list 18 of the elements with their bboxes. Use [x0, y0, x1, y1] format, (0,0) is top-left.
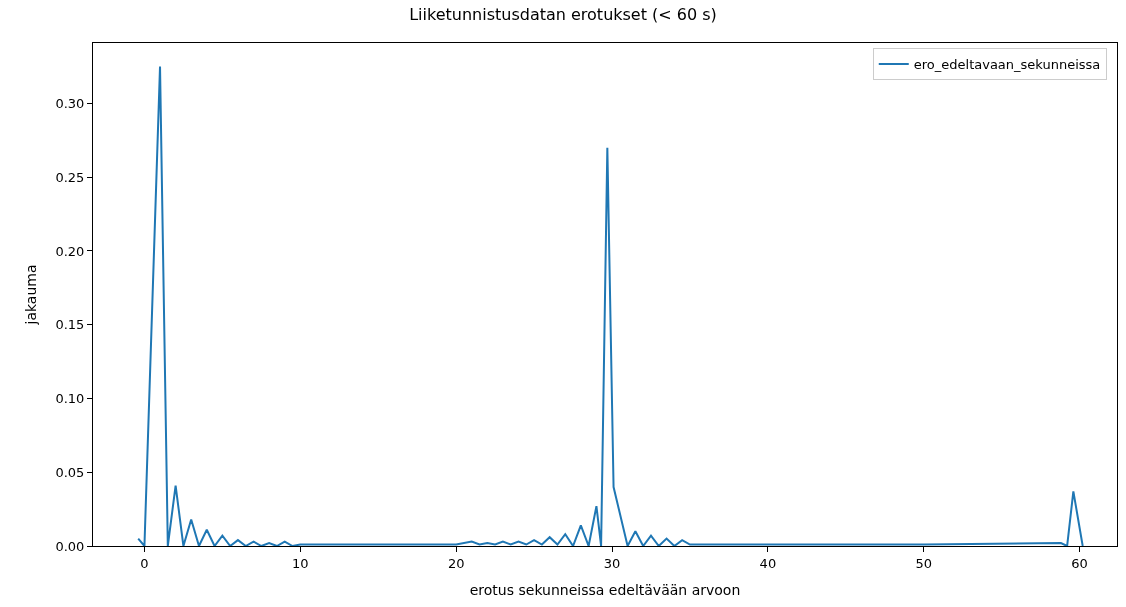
x-tick-label: 40 — [759, 555, 777, 571]
x-axis-title: erotus sekunneissa edeltävään arvoon — [469, 581, 741, 598]
y-tick-label: 0.25 — [55, 169, 85, 185]
x-tick-label: 50 — [915, 555, 932, 571]
y-tick-label: 0.15 — [55, 317, 85, 333]
y-tick-label: 0.20 — [55, 243, 85, 259]
y-tick-label: 0.30 — [55, 96, 85, 112]
y-tick-label: 0.05 — [55, 464, 85, 480]
chart-title: Liiketunnistusdatan erotukset (< 60 s) — [409, 5, 717, 25]
y-axis-title: jakauma — [23, 264, 40, 326]
x-tick-label: 60 — [1071, 555, 1088, 571]
y-tick-label: 0.00 — [55, 538, 85, 554]
x-tick-label: 20 — [447, 555, 465, 571]
legend-label: ero_edeltavaan_sekunneissa — [913, 57, 1101, 73]
x-tick-label: 0 — [140, 555, 149, 571]
x-tick-label: 30 — [603, 555, 621, 571]
x-tick-label: 10 — [292, 555, 309, 571]
y-tick-label: 0.10 — [55, 391, 85, 407]
